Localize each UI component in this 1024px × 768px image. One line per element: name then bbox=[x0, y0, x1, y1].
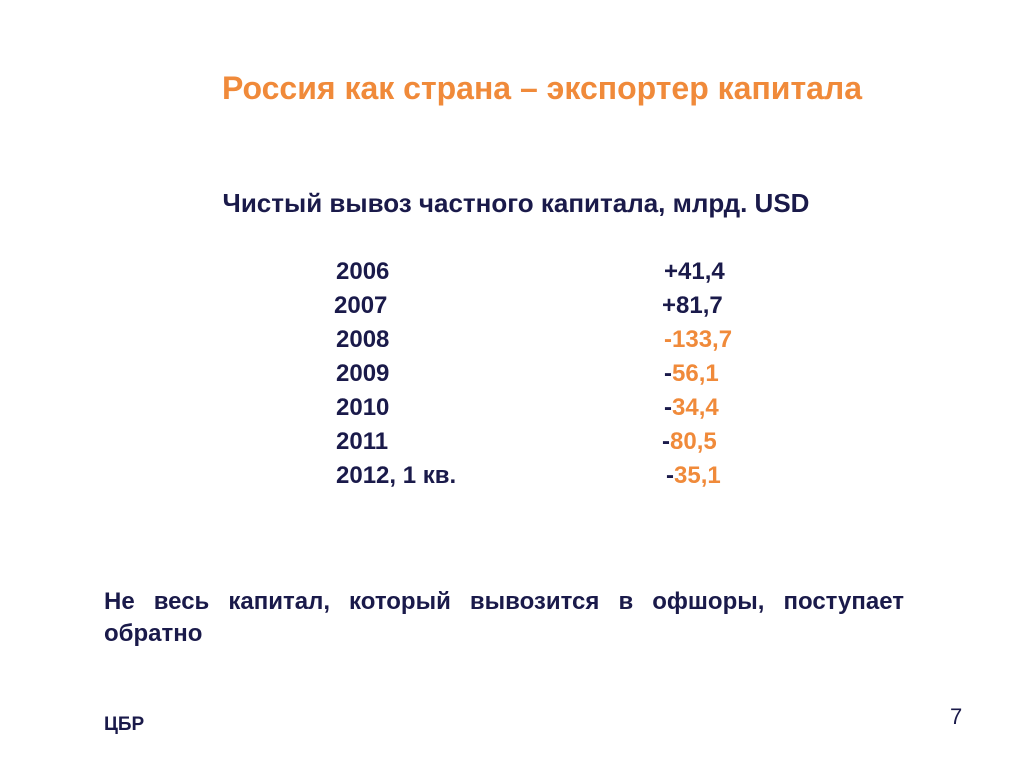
value-number: 41,4 bbox=[678, 258, 725, 285]
table-row: 2012, 1 кв. -35,1 bbox=[0, 462, 1024, 496]
table-subtitle: Чистый вывоз частного капитала, млрд. US… bbox=[222, 188, 810, 218]
value-cell: +41,4 bbox=[664, 258, 725, 286]
value-cell: -56,1 bbox=[664, 360, 719, 388]
page-number: 7 bbox=[950, 704, 963, 729]
capital-outflow-table: 2006 +41,4 2007 +81,7 2008 -133,7 2009 -… bbox=[0, 258, 1024, 496]
value-cell: -133,7 bbox=[664, 326, 732, 354]
value-sign: - bbox=[664, 326, 672, 353]
source-label: ЦБР bbox=[104, 714, 145, 735]
value-number: 133,7 bbox=[672, 326, 733, 353]
slide-note: Не весь капитал, который вывозится в офш… bbox=[104, 588, 904, 647]
value-sign: - bbox=[662, 428, 670, 455]
value-sign: + bbox=[662, 292, 677, 319]
year-cell: 2008 bbox=[336, 326, 390, 353]
value-sign: + bbox=[664, 258, 679, 285]
value-number: 80,5 bbox=[670, 428, 717, 455]
table-row: 2011 -80,5 bbox=[0, 428, 1024, 462]
year-cell: 2012, 1 кв. bbox=[336, 462, 457, 489]
year-cell: 2006 bbox=[336, 258, 390, 285]
value-cell: -80,5 bbox=[662, 428, 717, 456]
value-number: 35,1 bbox=[674, 462, 721, 489]
year-cell: 2007 bbox=[334, 292, 388, 319]
year-cell: 2010 bbox=[336, 394, 390, 421]
value-sign: - bbox=[664, 360, 672, 387]
year-cell: 2011 bbox=[336, 428, 389, 455]
table-row: 2008 -133,7 bbox=[0, 326, 1024, 360]
value-sign: - bbox=[666, 462, 674, 489]
table-row: 2009 -56,1 bbox=[0, 360, 1024, 394]
value-number: 56,1 bbox=[672, 360, 719, 387]
table-row: 2010 -34,4 bbox=[0, 394, 1024, 428]
value-cell: -34,4 bbox=[664, 394, 719, 422]
value-number: 34,4 bbox=[672, 394, 719, 421]
value-cell: -35,1 bbox=[666, 462, 721, 490]
year-cell: 2009 bbox=[336, 360, 390, 387]
value-sign: - bbox=[664, 394, 672, 421]
value-number: 81,7 bbox=[676, 292, 723, 319]
table-row: 2006 +41,4 bbox=[0, 258, 1024, 292]
slide-title: Россия как страна – экспортер капитала bbox=[221, 70, 863, 106]
table-row: 2007 +81,7 bbox=[0, 292, 1024, 326]
value-cell: +81,7 bbox=[662, 292, 723, 320]
